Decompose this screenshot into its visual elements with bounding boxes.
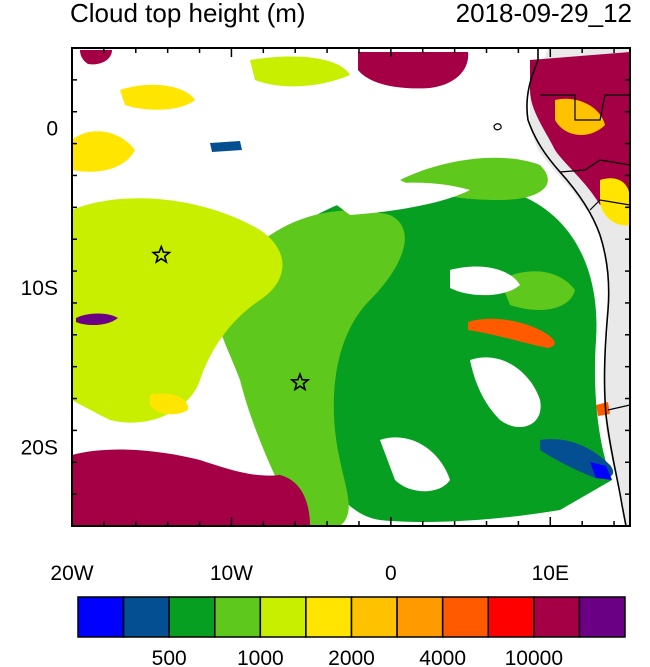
star-marker-south [289,371,311,392]
lat-tick-label: 10S [21,277,58,300]
cloud-patch-yellow-green-west [150,393,189,415]
colorbar-swatch [441,596,489,638]
site-markers [151,244,311,392]
cloud-patch-purple-west [76,313,118,326]
axis-tick-labels: 20W 10W 0 10E 0 10S 20S [21,118,569,585]
clear-gap-southeast [470,357,541,428]
axis-ticks [71,47,630,527]
lon-tick-label: 0 [385,562,397,585]
cloud-patch-high-northwest [80,50,112,65]
map-timestamp: 2018-09-29_12 [455,0,632,28]
lon-tick-label: 10E [532,562,569,585]
map-title: Cloud top height (m) [70,0,306,28]
colorbar-swatch [214,596,262,638]
colorbar-label: 4000 [419,647,466,667]
clear-gap-south [380,437,450,492]
colorbar-swatch [305,596,353,638]
coastline [526,48,627,526]
clear-gap-north-central [330,182,470,215]
lat-tick-label: 0 [46,118,58,141]
colorbar-label: 500 [152,647,187,667]
cloud-patch-blue-coast-bright [590,462,612,480]
clear-gap-east [450,266,520,296]
colorbar-swatch [578,596,626,638]
colorbar-label: 2000 [328,647,375,667]
colorbar-swatch [350,596,398,638]
star-marker-north [151,244,172,264]
country-border [559,159,630,173]
country-border [589,199,630,211]
colorbar-swatch [259,596,307,638]
coastline-and-borders [493,48,630,526]
cloud-region-high-southwest [72,449,310,526]
cloud-field [72,48,630,526]
cloud-patch-orange-east [468,318,555,348]
lat-tick-label: 20S [21,436,58,459]
colorbar: 500 1000 2000 4000 10000 [77,596,626,667]
lon-tick-label: 10W [210,562,253,585]
lon-tick-label: 20W [50,562,93,585]
colorbar-swatch [168,596,216,638]
cloud-patch-yellow-land [600,178,630,226]
colorbar-swatch [122,596,170,638]
country-border [607,404,630,411]
colorbar-swatch [487,596,535,638]
colorbar-swatch [77,596,125,638]
cloud-patch-orange-land [555,98,605,136]
cloud-region-yellow-green [72,198,283,423]
map-frame [71,47,631,527]
cloud-patch-blue-north [210,141,242,152]
cloud-patch-yellow-northwest [72,131,135,172]
cloud-patch-yellow-green-north [250,56,350,87]
colorbar-swatch [396,596,444,638]
island-outline [493,123,502,131]
colorbar-label: 10000 [505,647,563,667]
cloud-region-light-green-east [500,271,575,310]
cloud-patch-high-north [358,52,469,89]
cloud-patch-yellow-north [120,84,195,110]
country-border [540,94,630,121]
colorbar-label: 1000 [237,647,284,667]
colorbar-swatch [533,596,581,638]
